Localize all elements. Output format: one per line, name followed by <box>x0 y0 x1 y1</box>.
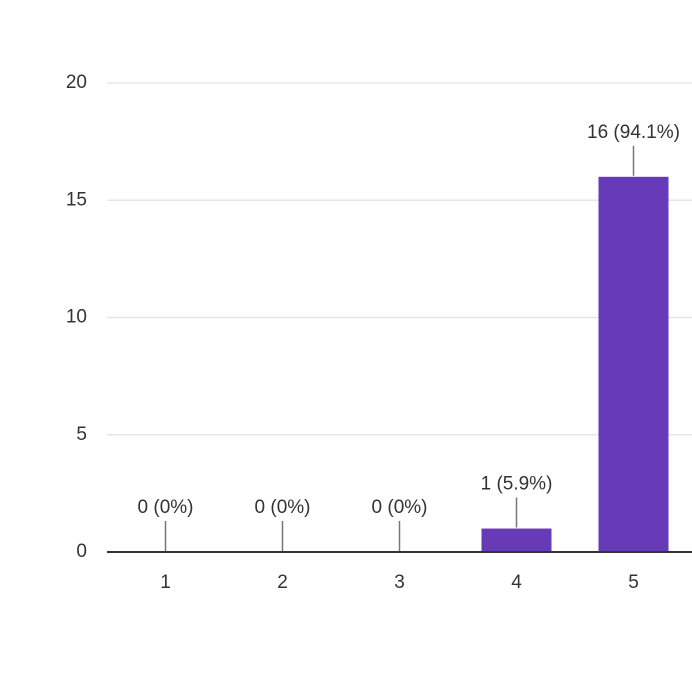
y-tick-label: 20 <box>66 72 87 93</box>
x-tick-label: 3 <box>394 572 405 593</box>
y-tick-label: 15 <box>66 189 87 210</box>
x-tick-label: 5 <box>628 572 639 593</box>
x-tick-label: 2 <box>277 572 288 593</box>
y-tick-label: 10 <box>66 307 87 328</box>
value-label: 16 (94.1%) <box>587 122 680 143</box>
x-tick-label: 4 <box>511 572 522 593</box>
y-tick-label: 5 <box>76 424 87 445</box>
value-label: 0 (0%) <box>138 497 194 518</box>
value-label: 1 (5.9%) <box>481 474 553 495</box>
bar <box>481 528 552 552</box>
x-tick-label: 1 <box>160 572 171 593</box>
bar <box>598 176 669 553</box>
value-label: 0 (0%) <box>372 497 428 518</box>
value-label: 0 (0%) <box>255 497 311 518</box>
y-tick-label: 0 <box>76 541 87 562</box>
